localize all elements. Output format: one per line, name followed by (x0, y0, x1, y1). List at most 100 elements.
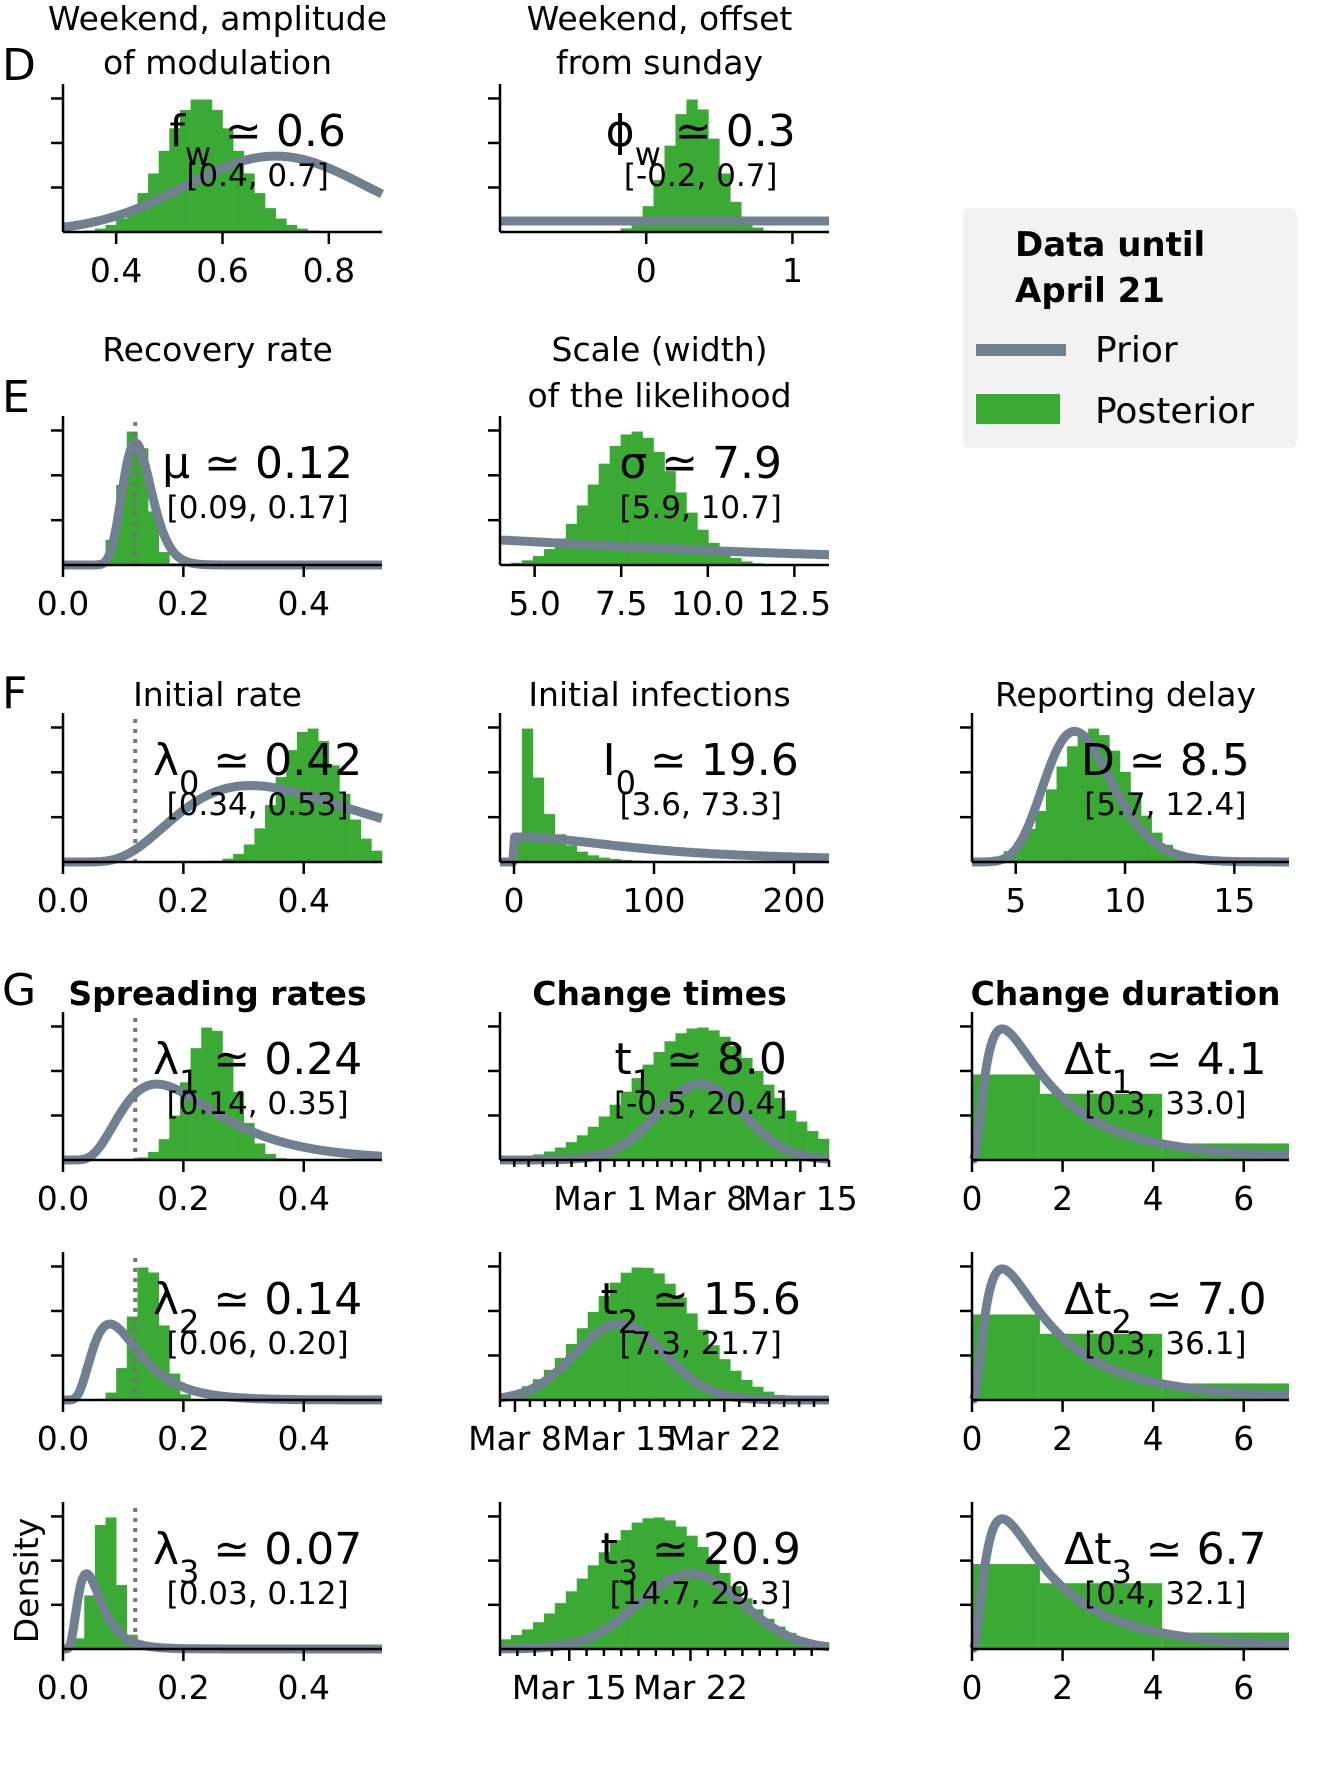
posterior-bar (686, 512, 698, 565)
panel-title: Recovery rate (102, 330, 333, 369)
posterior-bar (350, 819, 362, 862)
row-label-f: F (2, 668, 27, 719)
interval-label: [-0.2, 0.7] (624, 158, 778, 194)
posterior-bar (116, 484, 128, 565)
posterior-bar (587, 855, 599, 862)
interval-label: [3.6, 73.3] (620, 787, 782, 823)
panel-title: from sunday (556, 43, 763, 82)
posterior-bar (158, 150, 170, 232)
posterior-bar (697, 1547, 709, 1649)
x-tick-label: Mar 15 (562, 1419, 677, 1458)
posterior-bar (587, 1565, 599, 1649)
posterior-bar (169, 128, 181, 232)
x-tick-label: 0.2 (157, 1179, 209, 1218)
posterior-bar (1067, 746, 1078, 862)
posterior-bar (741, 1379, 753, 1400)
posterior-bar (116, 1585, 128, 1649)
posterior-bar (94, 1525, 106, 1649)
x-tick-label: 0.0 (37, 881, 89, 920)
panel-lambda2: 0.0 0.2 0.4λ2 ≃ 0.14[0.06, 0.20] (37, 1252, 385, 1458)
posterior-bar (620, 1530, 632, 1649)
posterior-bar (807, 1131, 819, 1160)
posterior-bar (1014, 842, 1026, 862)
posterior-bar (543, 1613, 556, 1649)
posterior-bar (1056, 766, 1068, 862)
posterior-bar (653, 1273, 665, 1400)
x-tick-label: 12.5 (758, 584, 831, 623)
posterior-bar (697, 1027, 709, 1160)
posterior-bar (543, 1369, 556, 1400)
prior-curve (497, 535, 832, 560)
posterior-bar (243, 1122, 255, 1160)
posterior-bar (286, 224, 298, 232)
posterior-bar (730, 557, 742, 565)
posterior-bar (708, 138, 720, 232)
legend-title-line-2: April 21 (1015, 271, 1165, 311)
interval-label: [0.3, 33.0] (1084, 1086, 1246, 1122)
posterior-bar (752, 1386, 764, 1400)
posterior-bar (675, 114, 687, 232)
x-tick-label: 10 (1104, 881, 1146, 920)
posterior-bar (796, 1121, 808, 1160)
x-tick-label: 0.4 (90, 251, 142, 290)
x-tick-label: 0.8 (303, 251, 355, 290)
posterior-bar (653, 179, 665, 232)
prior-curve (969, 1514, 1292, 1654)
x-tick-label: 1 (782, 251, 803, 290)
x-tick-label: 5.0 (508, 584, 560, 623)
posterior-bar (148, 511, 159, 565)
x-tick-label: 0.0 (37, 1419, 89, 1458)
posterior-bar (521, 1629, 534, 1649)
prior-curve (60, 781, 385, 867)
posterior-bar (158, 1325, 170, 1400)
posterior-bar (587, 1311, 599, 1400)
panel-mu: 0.0 0.2 0.4 Recovery rate μ ≃ 0.12[0.09, 0.1… (37, 330, 385, 623)
posterior-bar (609, 445, 621, 565)
interval-label: [0.03, 0.12] (167, 1576, 349, 1612)
posterior-bar (1109, 750, 1121, 862)
posterior-bar (265, 1153, 276, 1160)
x-tick-label: 6 (1233, 1668, 1254, 1707)
posterior-bar (275, 777, 287, 862)
posterior-bar (741, 1057, 753, 1160)
panel-title: Change times (532, 974, 786, 1013)
x-tick-label: 6 (1233, 1179, 1254, 1218)
interval-label: [7.3, 21.7] (620, 1326, 782, 1362)
posterior-bar (818, 1138, 830, 1160)
posterior-bar (233, 853, 245, 862)
posterior-bar (137, 1267, 149, 1400)
x-tick-label: 0.4 (278, 1419, 330, 1458)
posterior-bar (686, 1313, 698, 1400)
posterior-bar (642, 437, 654, 565)
row-label-d: D (2, 40, 36, 91)
posterior-bar (697, 109, 709, 232)
posterior-bar (360, 838, 372, 862)
interval-label: [0.09, 0.17] (167, 490, 349, 526)
posterior-bar (1088, 728, 1100, 862)
x-tick-label: 6 (1233, 1419, 1254, 1458)
posterior-bar (328, 765, 340, 862)
prior-curve (497, 832, 832, 867)
posterior-bar (265, 208, 276, 232)
posterior-bar (664, 1283, 676, 1400)
posterior-bar (587, 484, 599, 565)
posterior-bar (105, 1517, 117, 1649)
posterior-bar (169, 1115, 181, 1160)
posterior-bar (1077, 732, 1089, 862)
x-tick-label: 0.2 (157, 1419, 209, 1458)
x-tick-label: 0.0 (37, 1668, 89, 1707)
interval-label: [0.3, 36.1] (1084, 1326, 1246, 1362)
estimate-label: μ ≃ 0.12 (162, 438, 353, 489)
x-tick-label: 4 (1143, 1419, 1164, 1458)
posterior-bar (565, 1343, 578, 1400)
interval-label: [0.4, 32.1] (1084, 1576, 1246, 1612)
posterior-bar (609, 1104, 621, 1160)
prior-curve (497, 1569, 832, 1654)
x-tick-label: Mar 15 (512, 1668, 627, 1707)
